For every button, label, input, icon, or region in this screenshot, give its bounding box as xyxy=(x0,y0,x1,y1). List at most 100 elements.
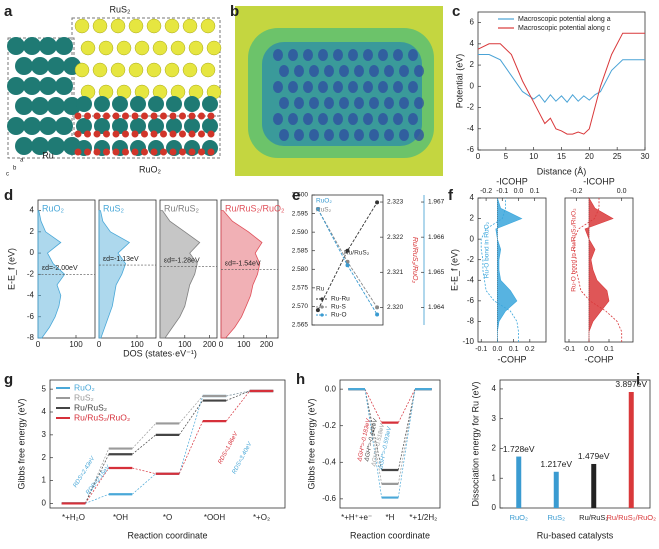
density-blob xyxy=(303,49,313,61)
atom xyxy=(110,18,126,34)
density-blob xyxy=(303,113,313,125)
atom xyxy=(198,148,205,156)
connector xyxy=(225,390,251,422)
connector xyxy=(364,388,382,423)
density-blob xyxy=(363,49,373,61)
atom xyxy=(122,148,129,156)
y-tick-label: 2 xyxy=(470,214,475,223)
atom xyxy=(47,137,65,155)
density-blob xyxy=(399,129,409,141)
structure-label: Ru xyxy=(42,150,54,160)
x-tick-label: -0.1 xyxy=(496,188,508,195)
y-tick-label: 2.320 xyxy=(387,304,404,311)
density-blob xyxy=(309,97,319,109)
x-tick-label: 20 xyxy=(585,152,594,161)
density-blob xyxy=(333,49,343,61)
atom xyxy=(164,18,180,34)
y-tick-label: 2.570 xyxy=(292,303,309,310)
atom xyxy=(23,77,41,95)
legend-label: Macroscopic potential along c xyxy=(518,25,611,32)
atom xyxy=(170,40,186,56)
density-blob xyxy=(348,81,358,93)
atom xyxy=(188,112,196,120)
value-label: 1.728eV xyxy=(503,444,535,454)
atom xyxy=(131,148,139,156)
density-blob xyxy=(294,65,304,77)
atom xyxy=(182,18,198,34)
density-blob xyxy=(399,65,409,77)
connector xyxy=(178,395,204,474)
y-tick-label: 2.323 xyxy=(387,199,404,206)
x-tick-label: Ru/RuS₂ xyxy=(579,513,608,522)
legend-label: Ru/RuS₂/RuO₂ xyxy=(74,412,130,422)
density-blob xyxy=(378,81,388,93)
x-tick-label: -0.2 xyxy=(570,188,582,195)
annotation: RuO₂ xyxy=(316,198,332,205)
y-tick-label: 4 xyxy=(492,384,497,393)
y-tick-label: 4 xyxy=(30,206,35,215)
y-tick-label: -6 xyxy=(27,312,35,321)
atom xyxy=(93,148,101,156)
x-tick-label: 0.0 xyxy=(514,188,524,195)
atom xyxy=(31,57,49,75)
density-blob xyxy=(273,81,283,93)
density-blob xyxy=(324,65,334,77)
y-tick-label: 2 xyxy=(492,444,497,453)
icohp-line xyxy=(480,198,519,342)
dos-area xyxy=(37,210,66,339)
legend-label: RuS₂ xyxy=(74,392,94,402)
atom xyxy=(39,77,57,95)
plot-frame xyxy=(49,379,286,509)
legend-label: Macroscopic potential along a xyxy=(518,16,611,23)
atom xyxy=(130,118,146,134)
value-label: 3.897eV xyxy=(615,379,647,389)
legend-label: Ru-S xyxy=(331,304,346,311)
plot-frame xyxy=(339,379,441,509)
atom xyxy=(122,130,129,138)
y-tick-label: -0.6 xyxy=(322,494,336,503)
connector xyxy=(226,390,250,401)
atom xyxy=(80,40,96,56)
y-tick-label: -8 xyxy=(27,333,35,342)
y-tick-label: 0 xyxy=(42,499,47,508)
panel-letter: g xyxy=(4,371,13,388)
x-tick-label: 0.0 xyxy=(584,346,594,353)
density-blob xyxy=(303,81,313,93)
y-tick-label: 2 xyxy=(470,60,475,69)
atom xyxy=(169,130,177,138)
density-blob xyxy=(393,49,403,61)
y-tick-label: 2.580 xyxy=(292,266,309,273)
atom xyxy=(179,112,186,120)
y-axis-label: Potential (eV) xyxy=(454,54,464,109)
y-tick-label: -6 xyxy=(467,145,475,154)
density-blob xyxy=(348,49,358,61)
atom xyxy=(152,40,168,56)
annotation: RuS₂ xyxy=(316,207,332,214)
atom xyxy=(31,137,49,155)
x-tick-label: *H xyxy=(386,513,395,522)
atom xyxy=(112,112,120,120)
y-tick-label: -2 xyxy=(467,103,475,112)
atom xyxy=(55,77,73,95)
atom xyxy=(188,40,204,56)
density-blob xyxy=(408,49,418,61)
atom xyxy=(169,112,177,120)
y-tick-label: -8 xyxy=(467,317,475,326)
atom xyxy=(84,148,91,156)
connector xyxy=(364,389,383,498)
bond-line xyxy=(317,202,378,311)
legend-label: Ru-O xyxy=(331,312,347,319)
y-tick-label: 3 xyxy=(42,430,47,439)
x-axis-label: DOS (states·eV⁻¹) xyxy=(123,348,197,358)
atom xyxy=(207,112,215,120)
density-blob xyxy=(318,81,328,93)
atom xyxy=(31,97,49,115)
connector xyxy=(397,389,416,498)
y-tick-label: 2.575 xyxy=(292,285,309,292)
connector xyxy=(84,467,110,504)
density-blob xyxy=(279,129,289,141)
density-blob xyxy=(408,81,418,93)
potential-line xyxy=(478,54,645,104)
x-tick-label: 0.2 xyxy=(525,346,535,353)
x-tick-label: -0.1 xyxy=(475,346,487,353)
